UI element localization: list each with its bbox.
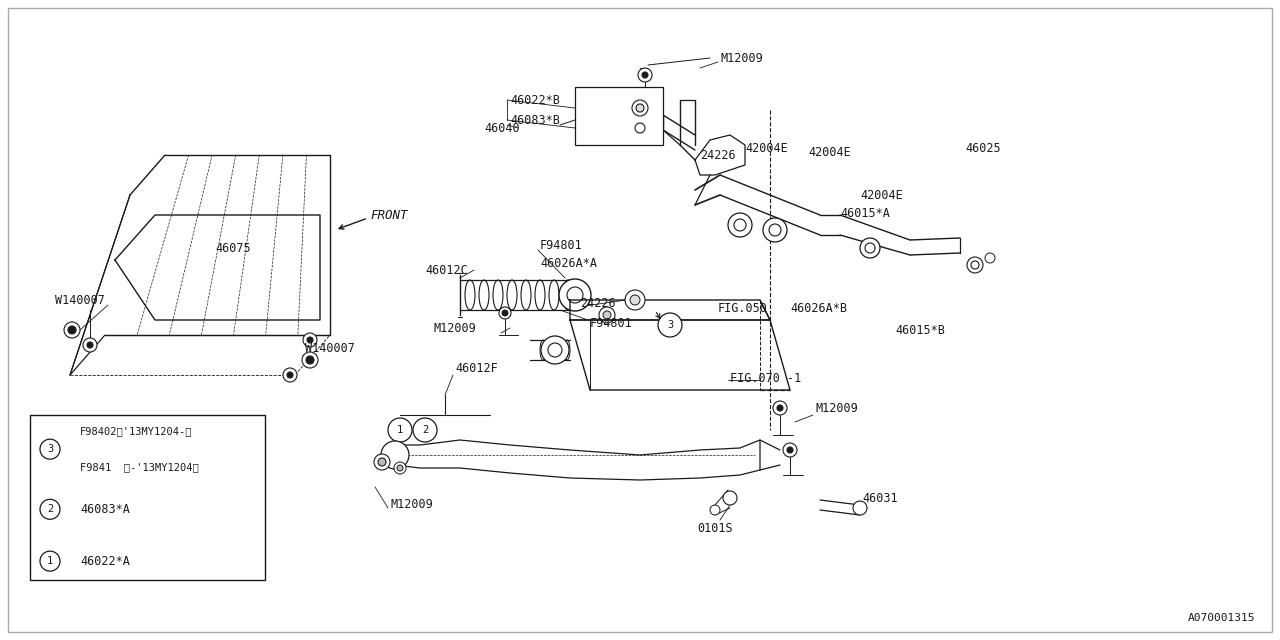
Text: A070001315: A070001315 bbox=[1188, 613, 1254, 623]
Text: M12009: M12009 bbox=[721, 51, 763, 65]
Text: 46031: 46031 bbox=[861, 492, 897, 504]
Text: 46025: 46025 bbox=[965, 141, 1001, 154]
Circle shape bbox=[733, 219, 746, 231]
Circle shape bbox=[777, 405, 783, 411]
Circle shape bbox=[986, 253, 995, 263]
Circle shape bbox=[40, 551, 60, 571]
Circle shape bbox=[302, 352, 317, 368]
Circle shape bbox=[307, 337, 314, 343]
Circle shape bbox=[68, 326, 76, 334]
Circle shape bbox=[966, 257, 983, 273]
Circle shape bbox=[710, 505, 721, 515]
Circle shape bbox=[306, 356, 314, 364]
Text: F98402〈'13MY1204-〉: F98402〈'13MY1204-〉 bbox=[81, 426, 192, 436]
Circle shape bbox=[287, 372, 293, 378]
Circle shape bbox=[852, 501, 867, 515]
Circle shape bbox=[972, 261, 979, 269]
Circle shape bbox=[303, 333, 317, 347]
Text: F9841  〈-'13MY1204〉: F9841 〈-'13MY1204〉 bbox=[81, 462, 198, 472]
Text: 46040: 46040 bbox=[484, 122, 520, 134]
Text: 46015*B: 46015*B bbox=[895, 323, 945, 337]
Text: M12009: M12009 bbox=[815, 401, 858, 415]
Circle shape bbox=[769, 224, 781, 236]
Circle shape bbox=[502, 310, 508, 316]
Text: 46022*B: 46022*B bbox=[509, 93, 559, 106]
Text: 24226: 24226 bbox=[580, 296, 616, 310]
Circle shape bbox=[499, 307, 511, 319]
Polygon shape bbox=[570, 320, 790, 390]
Polygon shape bbox=[115, 215, 320, 320]
Text: 0101S: 0101S bbox=[698, 522, 733, 534]
Circle shape bbox=[625, 290, 645, 310]
Circle shape bbox=[567, 287, 582, 303]
Circle shape bbox=[773, 401, 787, 415]
Circle shape bbox=[83, 338, 97, 352]
Circle shape bbox=[763, 218, 787, 242]
Text: FIG.070 -1: FIG.070 -1 bbox=[730, 371, 801, 385]
Text: 1: 1 bbox=[397, 425, 403, 435]
Circle shape bbox=[636, 104, 644, 112]
Bar bbox=[29, 415, 265, 580]
Text: 2: 2 bbox=[422, 425, 428, 435]
Circle shape bbox=[40, 499, 60, 519]
Text: 1: 1 bbox=[47, 556, 54, 566]
Text: M12009: M12009 bbox=[433, 321, 476, 335]
Text: 46083*A: 46083*A bbox=[81, 503, 129, 516]
Circle shape bbox=[64, 322, 81, 338]
Circle shape bbox=[394, 462, 406, 474]
Text: FRONT: FRONT bbox=[370, 209, 407, 221]
Text: 3: 3 bbox=[667, 320, 673, 330]
Text: 42004E: 42004E bbox=[808, 145, 851, 159]
Circle shape bbox=[865, 243, 876, 253]
Circle shape bbox=[787, 447, 794, 453]
Circle shape bbox=[541, 336, 570, 364]
Text: 42004E: 42004E bbox=[860, 189, 902, 202]
Text: 46012C: 46012C bbox=[425, 264, 467, 276]
Circle shape bbox=[632, 100, 648, 116]
Circle shape bbox=[637, 68, 652, 82]
Circle shape bbox=[630, 295, 640, 305]
Circle shape bbox=[728, 213, 753, 237]
Text: 2: 2 bbox=[47, 504, 54, 515]
Text: W140007: W140007 bbox=[305, 342, 355, 355]
Circle shape bbox=[87, 342, 93, 348]
Circle shape bbox=[397, 465, 403, 471]
Text: 46012F: 46012F bbox=[454, 362, 498, 374]
Text: 46026A*B: 46026A*B bbox=[790, 301, 847, 314]
Circle shape bbox=[374, 454, 390, 470]
Circle shape bbox=[40, 439, 60, 459]
Polygon shape bbox=[570, 300, 771, 320]
Circle shape bbox=[658, 313, 682, 337]
Text: 42004E: 42004E bbox=[745, 141, 787, 154]
Polygon shape bbox=[396, 440, 760, 480]
Text: 24226: 24226 bbox=[700, 148, 736, 161]
Text: 3: 3 bbox=[47, 444, 54, 454]
Text: W140007: W140007 bbox=[55, 294, 105, 307]
Text: F94801: F94801 bbox=[590, 317, 632, 330]
Circle shape bbox=[548, 343, 562, 357]
Text: 46022*A: 46022*A bbox=[81, 555, 129, 568]
Circle shape bbox=[860, 238, 881, 258]
Text: FIG.050: FIG.050 bbox=[718, 301, 768, 314]
Text: 46075: 46075 bbox=[215, 241, 251, 255]
Circle shape bbox=[378, 458, 387, 466]
Circle shape bbox=[783, 443, 797, 457]
Polygon shape bbox=[695, 135, 745, 175]
Circle shape bbox=[599, 307, 614, 323]
Circle shape bbox=[559, 279, 591, 311]
Text: M12009: M12009 bbox=[390, 499, 433, 511]
Text: 46026A*A: 46026A*A bbox=[540, 257, 596, 269]
Circle shape bbox=[388, 418, 412, 442]
Circle shape bbox=[723, 491, 737, 505]
Circle shape bbox=[643, 72, 648, 78]
Circle shape bbox=[635, 123, 645, 133]
Text: 46015*A: 46015*A bbox=[840, 207, 890, 220]
Text: 46083*B: 46083*B bbox=[509, 113, 559, 127]
Circle shape bbox=[603, 311, 611, 319]
Circle shape bbox=[413, 418, 436, 442]
Text: F94801: F94801 bbox=[540, 239, 582, 252]
Bar bbox=[575, 87, 663, 145]
Circle shape bbox=[381, 441, 410, 469]
Circle shape bbox=[283, 368, 297, 382]
